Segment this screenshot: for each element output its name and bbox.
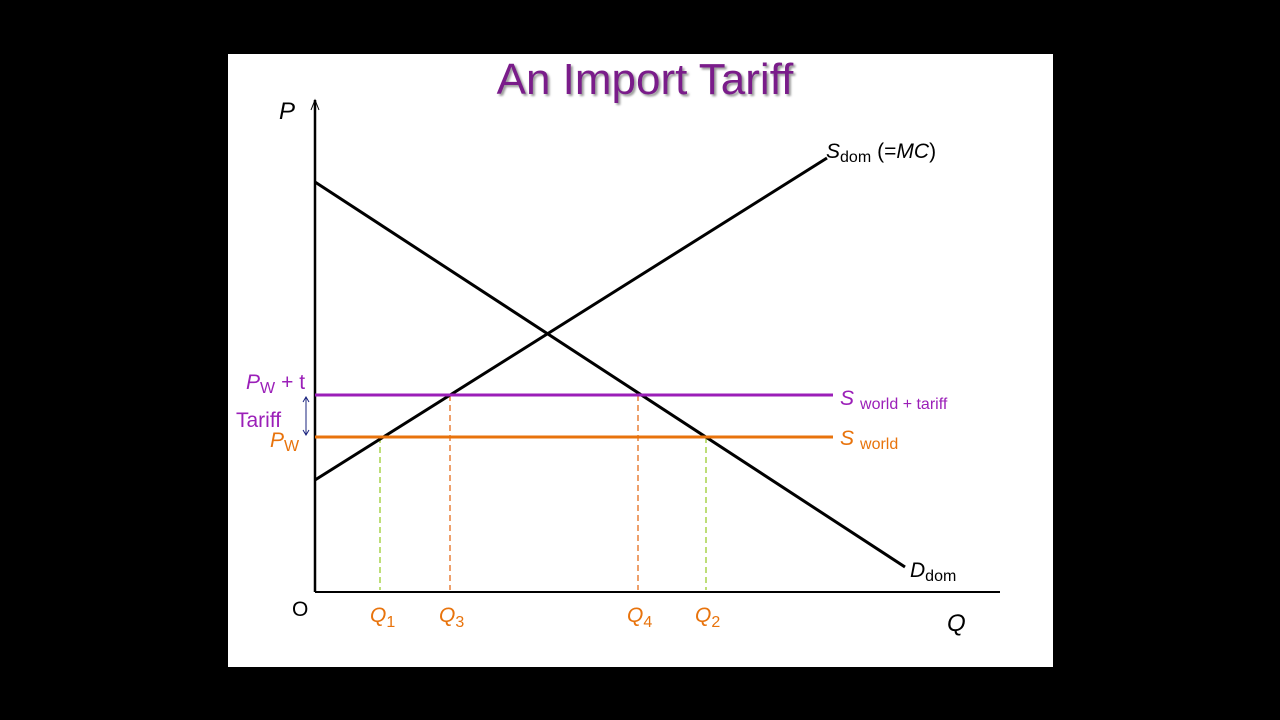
title: An Import Tariff	[497, 55, 794, 104]
world-symbol: S	[840, 427, 854, 450]
demand-sub: dom	[925, 568, 956, 585]
x-axis-label: Q	[947, 610, 966, 637]
supply-note-mc: MC	[896, 140, 929, 163]
supply-note-open: (=	[877, 140, 896, 163]
supply-symbol: S	[826, 140, 840, 163]
q-symbol: Q	[695, 604, 711, 627]
panel	[228, 54, 1053, 667]
world-tariff-symbol: S	[840, 387, 854, 410]
supply-sub: dom	[840, 149, 871, 166]
q-sub: 2	[711, 614, 720, 631]
y-axis-label: P	[279, 98, 295, 125]
pw-tariff-axis-label: PW + t	[246, 371, 305, 397]
world-sub: world	[859, 436, 898, 453]
pw-tariff-suffix: + t	[281, 371, 305, 394]
pw-sub: W	[284, 438, 300, 455]
tariff-label: Tariff	[236, 409, 281, 432]
pw-tariff-sub: W	[260, 380, 276, 397]
pw-symbol: P	[270, 429, 284, 452]
q-sub: 4	[643, 614, 652, 631]
supply-curve	[314, 156, 828, 482]
q-sub: 1	[386, 614, 395, 631]
q3-label: Q3	[439, 604, 464, 631]
demand-curve	[314, 180, 906, 569]
supply-note-close: )	[929, 140, 936, 163]
pw-tariff-symbol: P	[246, 371, 260, 394]
q-symbol: Q	[439, 604, 455, 627]
q-symbol: Q	[627, 604, 643, 627]
q-sub: 3	[455, 614, 464, 631]
demand-label: Ddom	[910, 559, 956, 585]
origin-label: O	[292, 598, 308, 621]
q-symbol: Q	[370, 604, 386, 627]
supply-label: Sdom (=MC)	[826, 140, 936, 166]
q4-label: Q4	[627, 604, 652, 631]
pw-axis-label: PW	[270, 429, 300, 455]
demand-symbol: D	[910, 559, 925, 582]
y-arrow	[310, 98, 320, 111]
world-tariff-sub: world + tariff	[859, 396, 948, 413]
q1-label: Q1	[370, 604, 395, 631]
tariff-arrowheads	[302, 396, 310, 436]
q2-label: Q2	[695, 604, 720, 631]
